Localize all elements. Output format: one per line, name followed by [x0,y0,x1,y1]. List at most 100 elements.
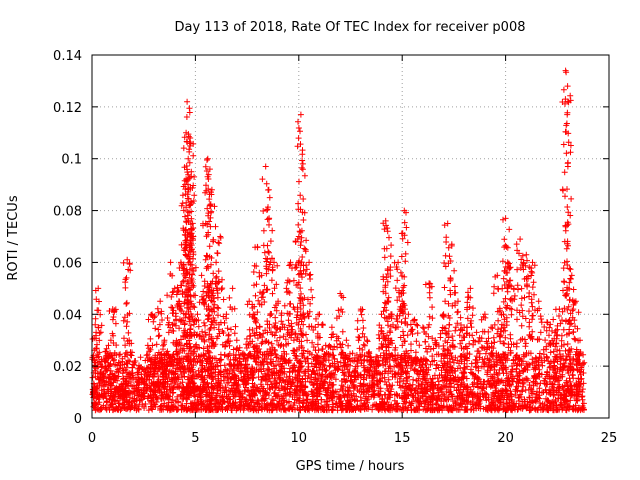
data-point [107,367,114,374]
data-point [470,305,476,312]
data-point [125,390,132,397]
data-point [137,354,144,361]
data-point [116,365,123,372]
data-point [224,325,231,332]
data-point [177,380,184,387]
data-point [468,406,475,412]
data-point [156,385,163,392]
data-point [255,297,262,304]
data-point [300,217,307,223]
data-point [451,283,458,290]
data-point [339,402,346,409]
data-point [240,402,247,408]
data-point [169,321,176,328]
data-point [290,379,297,386]
data-point [394,277,401,284]
data-point [141,381,148,388]
data-point [269,227,276,234]
data-point [276,405,283,412]
data-point [140,367,147,373]
data-point [304,406,311,413]
data-point [294,394,301,401]
data-point [205,407,212,414]
data-point [154,355,161,362]
data-point [156,332,163,339]
data-point [244,301,251,308]
data-point [464,401,471,408]
data-point [266,221,272,228]
data-point [419,324,426,331]
data-point [354,326,361,333]
data-point [119,370,126,377]
data-point [295,125,302,131]
data-point [131,398,138,405]
data-point [146,382,153,389]
data-point [415,395,422,402]
data-point [480,405,487,412]
data-point [184,98,191,105]
data-point [204,398,211,405]
data-point [357,380,364,387]
data-point [469,401,476,408]
data-point [92,315,99,322]
data-points [89,67,588,414]
data-point [164,361,171,368]
data-point [308,286,315,293]
data-point [103,345,110,352]
data-point [97,369,104,375]
data-point [242,398,249,405]
data-point [441,392,448,399]
data-point [120,259,127,266]
data-point [167,259,174,266]
data-point [408,341,414,348]
data-point [128,340,135,347]
data-point [192,405,199,412]
data-point [544,399,550,405]
data-point [451,384,458,391]
data-point [408,327,415,334]
data-point [131,361,137,368]
data-point [258,404,265,411]
data-point [468,360,475,367]
data-point [438,402,445,409]
data-point [229,285,236,292]
data-point [184,304,191,311]
data-point [123,299,130,306]
data-point [122,284,129,291]
data-point [570,375,577,382]
data-point [267,378,274,385]
data-point [426,294,433,301]
data-point [232,400,239,407]
data-point [295,118,301,125]
data-point [266,249,272,256]
data-point [96,393,103,399]
data-point [191,173,198,180]
data-point [145,316,152,323]
data-point [207,397,214,404]
data-point [404,239,411,246]
data-point [211,400,218,407]
data-point [260,395,267,402]
data-point [362,395,369,402]
data-point [559,405,566,412]
data-point [520,404,527,411]
data-point [452,401,459,407]
data-point [381,254,388,261]
data-point [512,392,519,399]
data-point [132,403,139,409]
data-point [516,370,523,377]
data-point [319,322,326,329]
data-point [103,366,110,373]
data-point [125,266,132,273]
data-point [565,402,572,409]
data-point [251,403,258,410]
data-point [546,399,553,406]
data-point [204,157,210,163]
data-point [429,315,436,322]
data-point [327,362,334,369]
data-point [360,402,366,409]
data-point [186,146,193,153]
data-point [112,320,119,327]
data-point [138,364,144,370]
data-point [545,407,552,414]
